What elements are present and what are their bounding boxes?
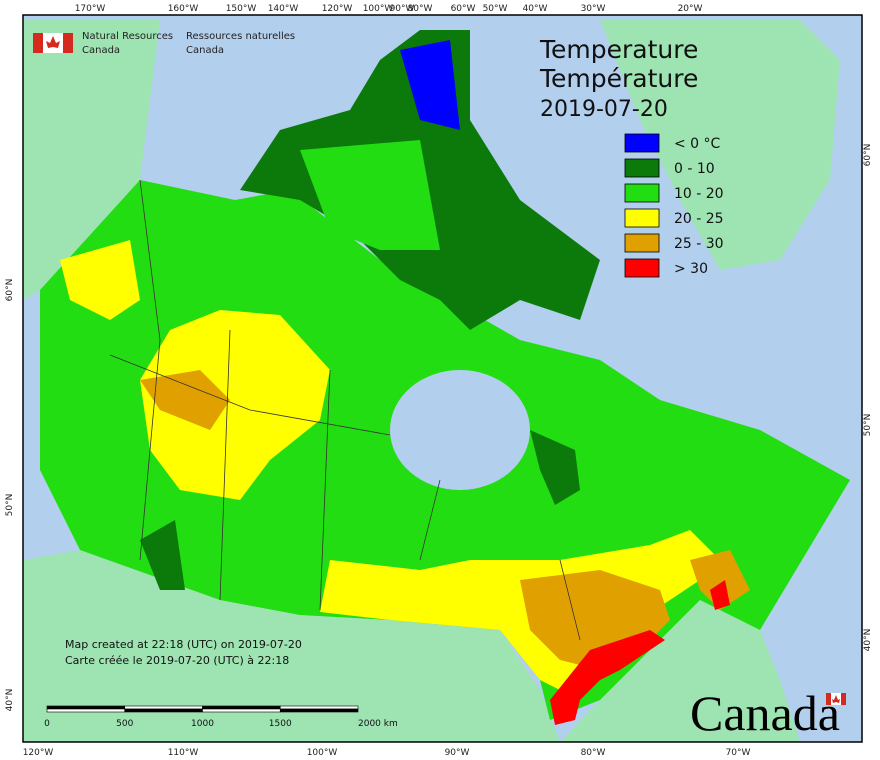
rockies-cool	[140, 520, 185, 590]
usa-west	[23, 550, 560, 742]
legend-label: > 30	[674, 261, 708, 277]
graticule: 170°W 160°W 150°W 140°W 120°W 100°W90°W80°W 60…	[5, 4, 873, 758]
scale-segment	[46, 708, 126, 713]
usa-east	[560, 600, 800, 742]
yukon-warm	[60, 240, 140, 320]
scale-label: 2000 km	[358, 719, 398, 729]
longitude-label: 120°W	[322, 4, 353, 14]
longitude-label: 40°W	[523, 4, 548, 14]
longitude-label: 20°W	[678, 4, 703, 14]
longitude-label: 90°W	[390, 4, 415, 14]
scale-label: 500	[116, 719, 133, 729]
south-ontario-hottest	[550, 630, 665, 725]
wordmark-flag	[826, 693, 846, 705]
longitude-label: 50°W	[483, 4, 508, 14]
scale-segment	[124, 705, 203, 710]
legend-swatch	[624, 133, 660, 153]
longitude-label: 70°W	[726, 748, 751, 758]
latitude-label: 60°N	[5, 279, 15, 302]
longitude-label: 90°W	[445, 748, 470, 758]
scale-segment	[202, 708, 281, 713]
legend-label: 0 - 10	[674, 161, 715, 177]
logo-fr-line: Canada	[186, 45, 224, 56]
hudson-bay	[390, 370, 530, 490]
frame	[22, 14, 863, 743]
latitude-label: 50°N	[5, 494, 15, 517]
scale-segment	[124, 708, 203, 713]
scale-label: 1000	[191, 719, 214, 729]
longitude-label: 110°W	[168, 748, 199, 758]
legend-swatch	[624, 233, 660, 253]
arctic-warm	[300, 140, 440, 250]
legend-label: 10 - 20	[674, 186, 724, 202]
borders	[109, 179, 581, 641]
legend-swatch	[624, 258, 660, 278]
greenland	[600, 20, 840, 270]
legend-label: < 0 °C	[674, 136, 721, 152]
longitude-label: 100°W	[307, 748, 338, 758]
credit-fr: Carte créée le 2019-07-20 (UTC) à 22:18	[65, 654, 289, 667]
longitude-label: 30°W	[581, 4, 606, 14]
longitude-label: 140°W	[268, 4, 299, 14]
scale-segment	[279, 708, 359, 713]
title-date: 2019-07-20	[540, 97, 668, 122]
alberta-hot	[140, 370, 230, 430]
scale-segment	[46, 705, 126, 710]
logo-fr-line: Ressources naturelles	[186, 31, 295, 42]
scale-bar: 0 500 1000 1500 2000 km	[44, 705, 398, 729]
scale-label: 0	[44, 719, 50, 729]
legend: < 0 °C 0 - 10 10 - 20 20 - 25 25 - 30 > 30	[624, 133, 724, 278]
longitude-label: 60°W	[451, 4, 476, 14]
legend-swatch	[624, 183, 660, 203]
alaska	[23, 20, 160, 300]
longitude-label: 170°W	[75, 4, 106, 14]
nrcan-flag	[33, 33, 73, 53]
quebec-cool	[530, 430, 580, 505]
canada-wordmark: Canada	[690, 685, 840, 741]
legend-swatch	[624, 158, 660, 178]
nb-hottest	[710, 580, 730, 610]
legend-label: 20 - 25	[674, 211, 724, 227]
scale-segment	[279, 705, 359, 710]
longitude-label: 80°W	[581, 748, 606, 758]
maritimes-hot	[690, 550, 750, 610]
scale-label: 1500	[269, 719, 292, 729]
credit-en: Map created at 22:18 (UTC) on 2019-07-20	[65, 638, 302, 651]
latitude-label: 50°N	[863, 414, 873, 437]
longitude-label: 150°W	[226, 4, 257, 14]
latitude-label: 60°N	[863, 144, 873, 167]
title-en: Temperature	[539, 35, 698, 64]
legend-swatch	[624, 208, 660, 228]
longitude-label: 100°W	[363, 4, 394, 14]
ice-cold	[400, 40, 460, 130]
longitude-label: 80°W	[408, 4, 433, 14]
latitude-label: 40°N	[5, 689, 15, 712]
south-warm	[320, 530, 720, 690]
prairies-warm	[140, 310, 330, 500]
title-fr: Température	[539, 64, 698, 93]
latitude-label: 40°N	[863, 629, 873, 652]
logo-en-line: Natural Resources	[82, 31, 173, 42]
legend-label: 25 - 30	[674, 236, 724, 252]
longitude-label: 120°W	[23, 748, 54, 758]
scale-segment	[202, 705, 281, 710]
logo-en-line: Canada	[82, 45, 120, 56]
longitude-label: 160°W	[168, 4, 199, 14]
